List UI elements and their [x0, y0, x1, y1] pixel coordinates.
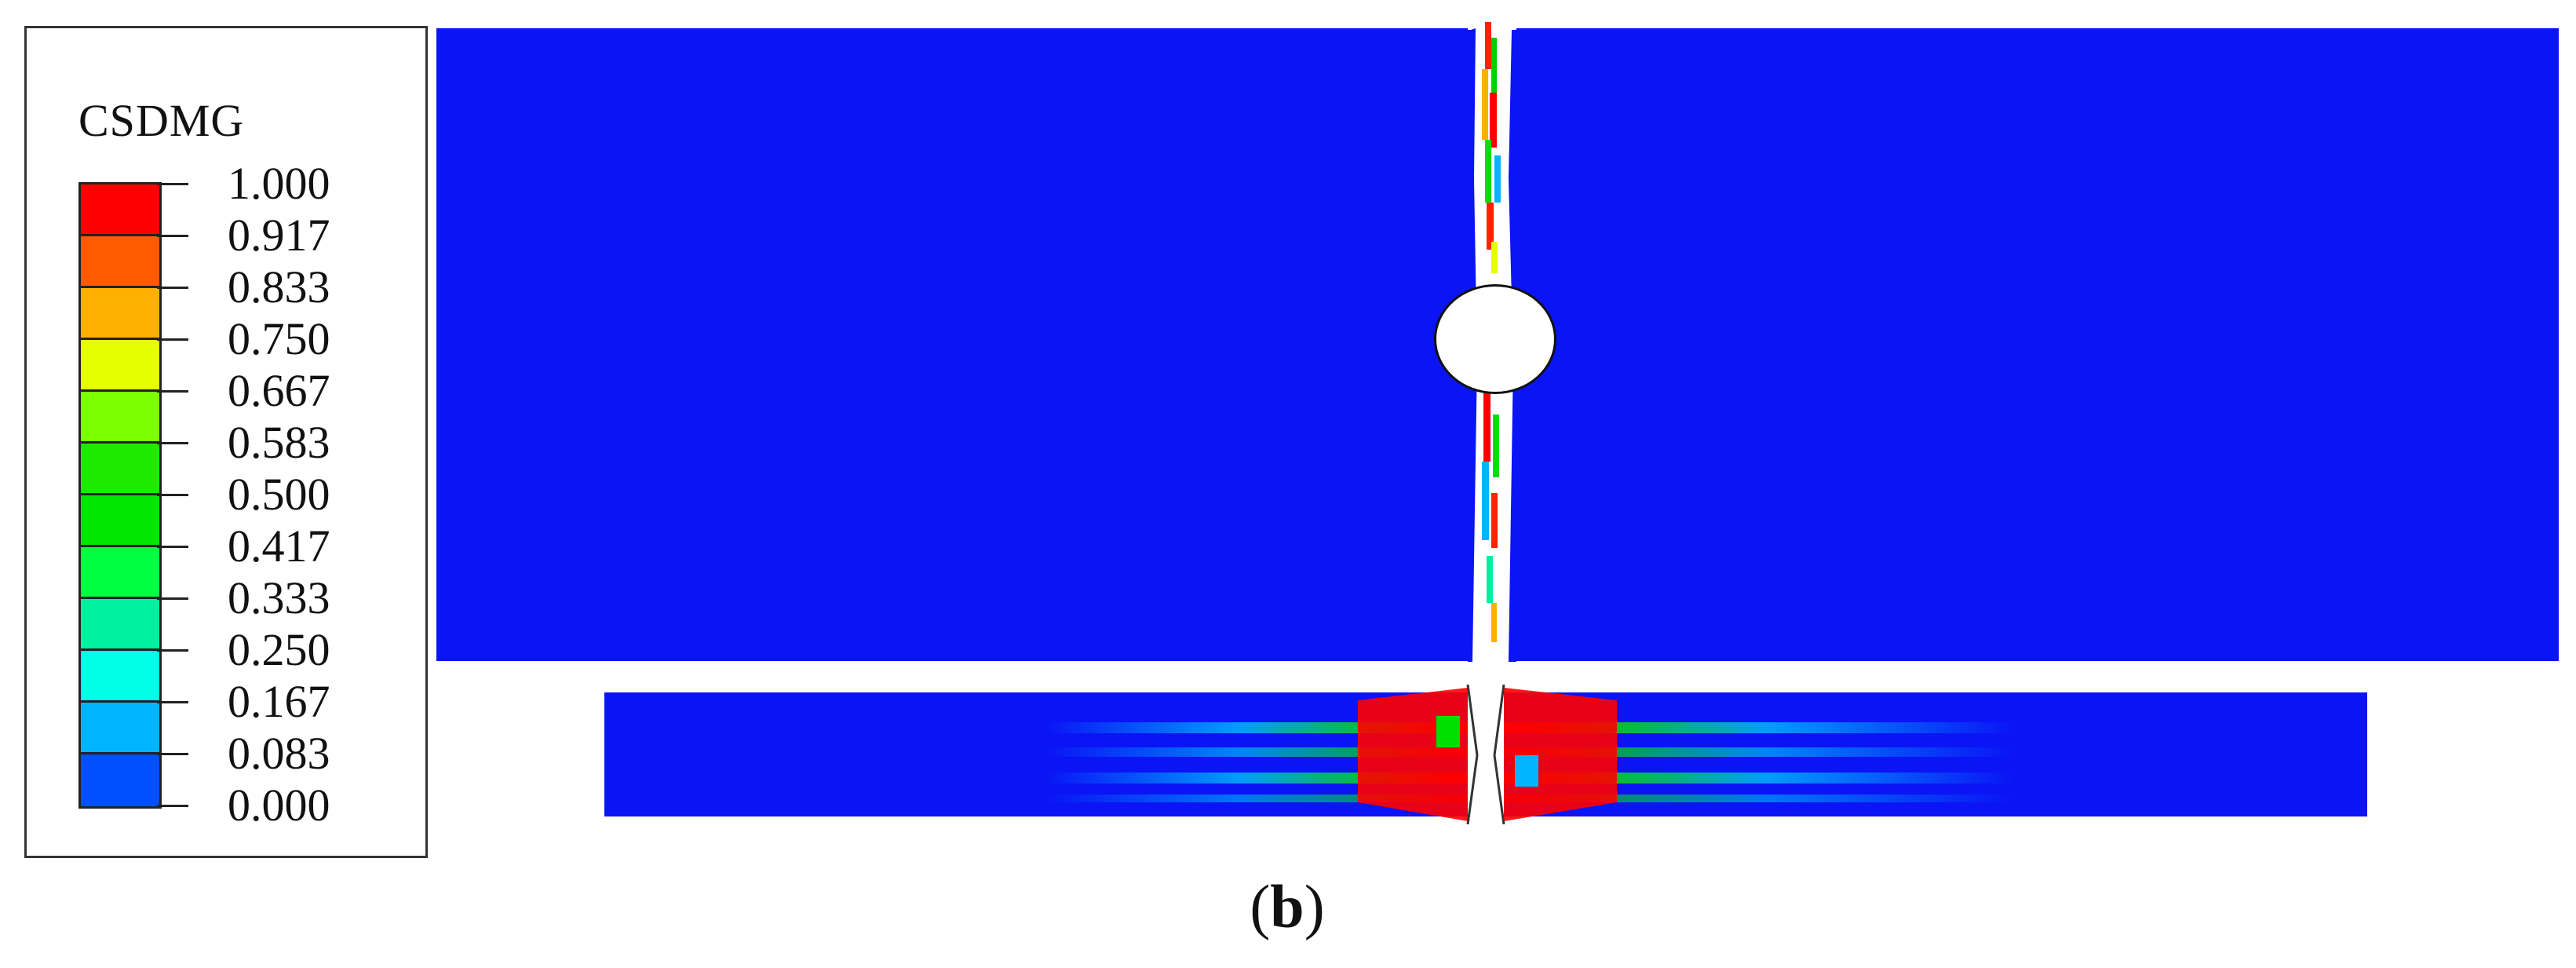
- legend-swatch: [81, 547, 159, 599]
- legend-tick-label: 0.167: [228, 676, 330, 727]
- laminate-cross-section: [604, 685, 2367, 824]
- legend-tick-label: 0.917: [228, 210, 330, 261]
- legend-swatch: [81, 703, 159, 754]
- legend-swatch: [81, 288, 159, 340]
- central-hole: [1434, 284, 1556, 394]
- legend-swatch: [81, 392, 159, 444]
- legend-title: CSDMG: [78, 95, 245, 146]
- plate-left-half: [436, 28, 1471, 661]
- legend-swatch: [81, 184, 159, 236]
- legend-tick-label: 0.750: [228, 313, 330, 364]
- plate-right-half: [1510, 28, 2559, 661]
- legend-tick-label: 1.000: [228, 158, 330, 209]
- legend-swatch: [81, 651, 159, 703]
- legend-swatch: [81, 236, 159, 288]
- legend-swatch: [81, 599, 159, 651]
- caption-letter: b: [1270, 872, 1304, 941]
- legend-tick-label: 0.250: [228, 624, 330, 675]
- legend: CSDMG 1.000 0.917 0.833 0.750 0.667 0.583 0.50…: [24, 26, 428, 858]
- legend-swatch: [81, 340, 159, 392]
- legend-color-bar: [78, 182, 162, 809]
- legend-tick-label: 0.000: [228, 780, 330, 831]
- caption-open-paren: (: [1250, 872, 1271, 941]
- legend-tick-label: 0.583: [228, 417, 330, 468]
- figure-caption: (b): [1209, 871, 1366, 942]
- legend-tick-label: 0.500: [228, 469, 330, 520]
- legend-tick-labels: 1.000 0.917 0.833 0.750 0.667 0.583 0.500 0.417…: [157, 158, 408, 831]
- legend-tick-label: 0.833: [228, 261, 330, 312]
- caption-close-paren: ): [1304, 872, 1325, 941]
- legend-tick-label: 0.333: [228, 572, 330, 623]
- legend-tick-label: 0.417: [228, 521, 330, 572]
- legend-tick-label: 0.083: [228, 728, 330, 779]
- legend-swatch: [81, 495, 159, 547]
- legend-swatch: [81, 754, 159, 806]
- legend-swatch: [81, 444, 159, 495]
- legend-tick-label: 0.667: [228, 365, 330, 416]
